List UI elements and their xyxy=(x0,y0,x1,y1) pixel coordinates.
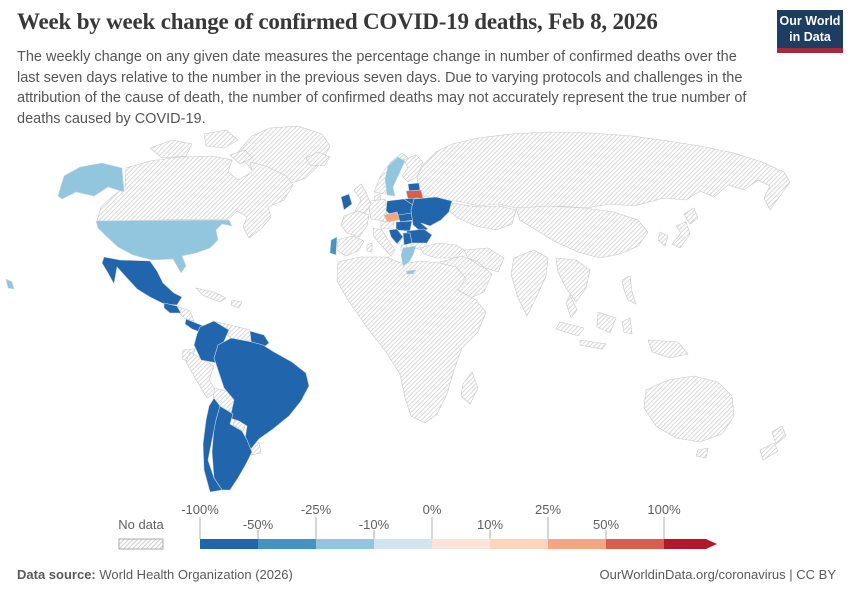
region-india[interactable] xyxy=(510,249,549,317)
legend-tick-25: 25% xyxy=(535,502,561,517)
region-japan[interactable] xyxy=(671,207,699,249)
legend-bin-1[interactable] xyxy=(258,539,316,549)
region-united-kingdom[interactable] xyxy=(353,183,372,214)
legend-tick--100: -100% xyxy=(181,502,219,517)
legend-bin-0[interactable] xyxy=(200,539,258,549)
world-map xyxy=(5,125,791,493)
country-ireland[interactable] xyxy=(340,193,353,211)
region-central-asia[interactable] xyxy=(445,201,517,231)
no-data-label: No data xyxy=(118,517,164,532)
region-madagascar[interactable] xyxy=(460,371,479,405)
legend-bin-5[interactable] xyxy=(490,539,548,549)
data-regions xyxy=(5,156,453,493)
country-portugal[interactable] xyxy=(329,236,338,256)
country-sweden[interactable] xyxy=(384,156,406,197)
legend-ticks xyxy=(199,517,665,539)
country-brazil[interactable] xyxy=(213,337,310,450)
country-guatemala[interactable] xyxy=(163,302,182,314)
country-mexico[interactable] xyxy=(101,256,183,306)
region-iceland[interactable] xyxy=(305,151,331,167)
region-turkey[interactable] xyxy=(419,242,465,259)
country-hungary[interactable] xyxy=(395,220,413,232)
region-korea[interactable] xyxy=(657,231,669,247)
region-china-mongolia[interactable] xyxy=(515,205,649,259)
legend-tick--25: -25% xyxy=(301,502,332,517)
legend-tick-10: 10% xyxy=(477,517,503,532)
color-legend: No data -100% -50% -25% -10% 0% 10% 25% … xyxy=(118,502,717,550)
region-southeast-asia[interactable] xyxy=(555,257,591,319)
legend-tick-100: 100% xyxy=(647,502,681,517)
region-honduras-nicaragua[interactable] xyxy=(175,305,195,322)
legend-tick--50: -50% xyxy=(243,517,274,532)
country-serbia[interactable] xyxy=(402,232,413,246)
chart-subtitle: The weekly change on any given date meas… xyxy=(17,49,747,127)
legend-tick-0: 0% xyxy=(423,502,442,517)
country-estonia[interactable] xyxy=(407,182,421,192)
legend-bin-6[interactable] xyxy=(548,539,606,549)
country-greece[interactable] xyxy=(400,245,417,275)
country-united-states-alaska[interactable] xyxy=(57,162,125,200)
data-source: Data source: World Health Organization (… xyxy=(17,567,293,582)
country-united-states[interactable] xyxy=(95,219,233,274)
country-ukraine[interactable] xyxy=(410,196,453,233)
country-chile[interactable] xyxy=(202,397,223,493)
country-argentina[interactable] xyxy=(211,405,253,491)
page-title: Week by week change of confirmed COVID-1… xyxy=(17,9,658,34)
chart-footer: Data source: World Health Organization (… xyxy=(17,567,836,582)
legend-bin-4[interactable] xyxy=(432,539,490,549)
region-africa[interactable] xyxy=(336,256,487,424)
region-philippines[interactable] xyxy=(621,275,637,305)
region-russia[interactable] xyxy=(416,131,791,211)
legend-tick-50: 50% xyxy=(593,517,619,532)
region-australia[interactable] xyxy=(643,375,735,459)
legend-bin-3[interactable] xyxy=(374,539,432,549)
region-spain[interactable] xyxy=(336,235,365,257)
region-germany[interactable] xyxy=(368,198,388,222)
region-indonesia[interactable] xyxy=(555,311,689,359)
country-croatia[interactable] xyxy=(388,228,404,245)
data-source-label: Data source: xyxy=(17,567,96,582)
legend-bin-8-arrow[interactable] xyxy=(664,539,717,549)
owid-logo[interactable]: Our World in Data xyxy=(777,10,843,54)
legend-tick--10: -10% xyxy=(359,517,390,532)
legend-bin-2[interactable] xyxy=(316,539,374,549)
country-latvia[interactable] xyxy=(405,189,424,200)
legend-bin-7[interactable] xyxy=(606,539,664,549)
region-cuba-caribbean[interactable] xyxy=(195,287,243,309)
owid-credit-link[interactable]: OurWorldinData.org/coronavirus | CC BY xyxy=(599,567,836,582)
data-source-text: World Health Organization (2026) xyxy=(95,567,293,582)
country-united-states-hawaii[interactable] xyxy=(5,278,15,290)
region-new-zealand[interactable] xyxy=(759,425,787,461)
owid-logo-stripe xyxy=(777,48,843,54)
region-france[interactable] xyxy=(340,210,370,238)
no-data-regions xyxy=(96,125,791,461)
no-data-swatch[interactable] xyxy=(118,538,164,550)
owid-logo-text: Our World in Data xyxy=(777,10,843,49)
